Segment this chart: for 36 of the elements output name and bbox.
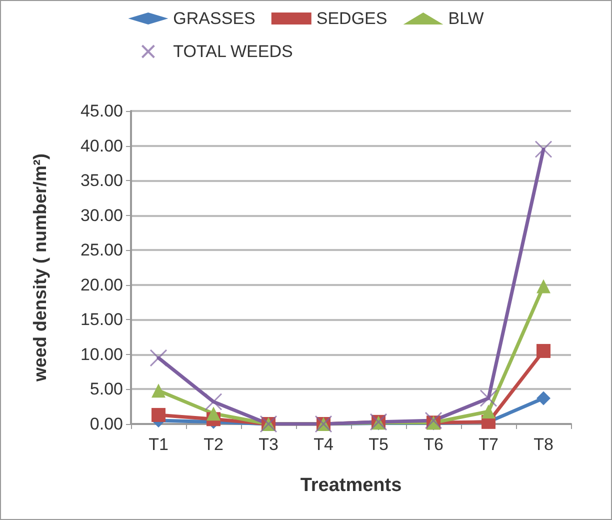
x-tick-label: T4 xyxy=(314,435,334,454)
y-tick-label: 40.00 xyxy=(80,136,123,156)
point xyxy=(204,392,222,410)
point xyxy=(150,349,168,367)
point xyxy=(536,279,550,294)
point xyxy=(152,384,166,398)
legend-label: SEDGES xyxy=(316,9,388,28)
x-tick-label: T7 xyxy=(478,435,498,454)
y-tick-label: 0.00 xyxy=(90,414,123,434)
y-tick-label: 10.00 xyxy=(80,344,123,364)
y-tick-label: 35.00 xyxy=(80,171,123,190)
point xyxy=(206,406,220,421)
x-tick-label: T5 xyxy=(368,435,388,454)
y-tick-label: 30.00 xyxy=(80,206,123,225)
y-tick-label: 15.00 xyxy=(80,310,123,330)
x-axis-title: Treatments xyxy=(300,475,402,496)
point xyxy=(536,344,550,358)
x-tick-label: T1 xyxy=(148,435,168,454)
point xyxy=(424,412,442,430)
x-tick-label: T8 xyxy=(534,435,554,454)
point xyxy=(536,391,550,406)
y-tick-label: 25.00 xyxy=(80,240,123,260)
y-tick-label: 20.00 xyxy=(80,275,123,294)
legend-label: BLW xyxy=(448,9,484,28)
y-tick-label: 45.00 xyxy=(80,102,123,120)
x-tick-label: T6 xyxy=(424,435,444,454)
y-tick-label: 5.00 xyxy=(90,380,123,399)
x-tick-label: T2 xyxy=(204,435,224,454)
point xyxy=(482,404,496,418)
legend-label: GRASSES xyxy=(173,9,256,28)
point xyxy=(152,408,166,422)
legend-label: TOTAL WEEDS xyxy=(173,42,293,61)
point xyxy=(480,390,498,408)
x-tick-label: T3 xyxy=(258,435,278,454)
point xyxy=(534,140,552,158)
y-axis-title: weed density ( number/m²) xyxy=(30,153,50,383)
